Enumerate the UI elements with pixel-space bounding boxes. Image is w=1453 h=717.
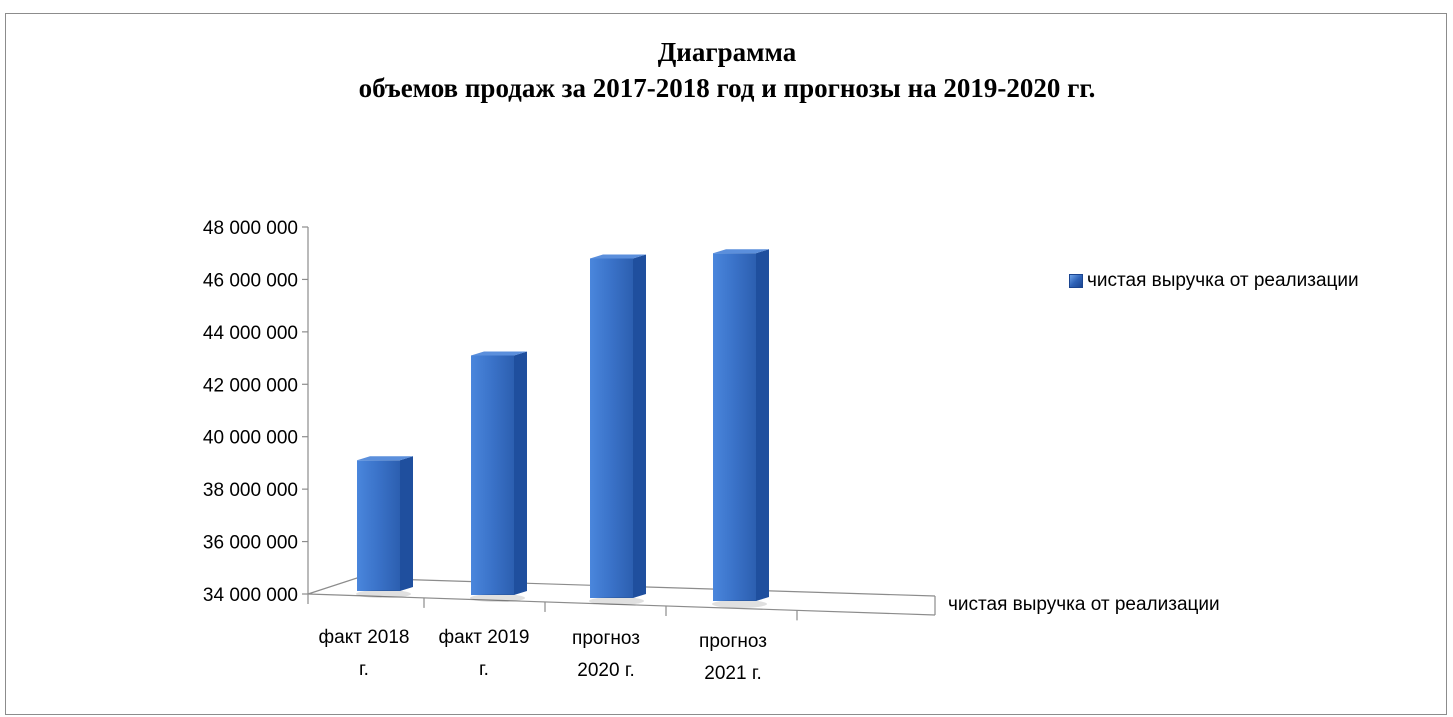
y-tick-label: 38 000 000 — [203, 480, 298, 501]
bar-front — [471, 355, 514, 595]
y-tick-label: 44 000 000 — [203, 323, 298, 344]
bar-side — [400, 456, 413, 591]
bar-front — [713, 253, 756, 601]
bar-side — [756, 249, 769, 601]
y-tick-label: 42 000 000 — [203, 375, 298, 396]
bar — [589, 254, 646, 605]
y-tick-label: 48 000 000 — [203, 218, 298, 239]
legend-label: чистая выручка от реализации — [1087, 270, 1359, 291]
y-tick-label: 46 000 000 — [203, 270, 298, 291]
bars — [356, 249, 769, 608]
y-tick-label: 36 000 000 — [203, 533, 298, 554]
x-tick-label: 2020 г. — [577, 660, 634, 681]
bar-top — [471, 351, 527, 356]
x-tick-label: г. — [359, 659, 369, 680]
bar-top — [590, 254, 646, 259]
bar-shadow — [356, 590, 411, 598]
x-tick-label: г. — [479, 659, 489, 680]
bar-side — [633, 254, 646, 598]
bar — [470, 351, 527, 602]
x-axis-line — [307, 593, 936, 616]
bar — [356, 456, 413, 598]
x-tick-label: 2021 г. — [704, 663, 761, 684]
y-tick-label: 34 000 000 — [203, 585, 298, 606]
x-tick-label: прогноз — [699, 631, 767, 652]
y-axis-ticks: 34 000 000 36 000 000 38 000 000 40 000 000… — [203, 218, 308, 606]
chart-title-line-2: объемов продаж за 2017-2018 год и прогно… — [358, 73, 1096, 103]
legend: чистая выручка от реализации — [1069, 270, 1359, 292]
x-tick-label: факт 2018 — [319, 627, 410, 648]
x-tick-label: прогноз — [572, 628, 640, 649]
x-tick-label: факт 2019 — [439, 627, 530, 648]
legend-swatch — [1069, 274, 1083, 288]
bar-shadow — [712, 600, 767, 608]
bar-shadow — [470, 594, 525, 602]
chart-title: Диаграмма объемов продаж за 2017-2018 го… — [6, 34, 1448, 106]
depth-axis-label: чистая выручка от реализации — [948, 594, 1220, 615]
chart-title-line-1: Диаграмма — [657, 37, 797, 67]
bar-front — [357, 460, 400, 591]
bar-side — [514, 351, 527, 595]
bar — [712, 249, 769, 608]
bar-front — [590, 258, 633, 598]
x-axis-labels: факт 2018 г. факт 2019 г. прогноз 2020 г. прог… — [319, 627, 767, 684]
bar-top — [713, 249, 769, 254]
bar-shadow — [589, 597, 644, 605]
bar-top — [357, 456, 413, 461]
y-tick-label: 40 000 000 — [203, 428, 298, 449]
